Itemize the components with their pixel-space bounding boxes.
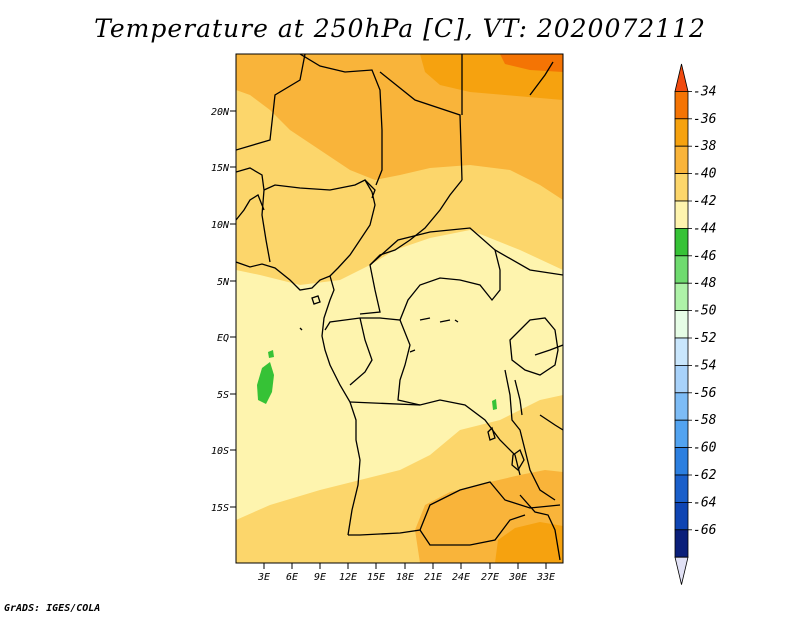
lat-label-20n: 20N	[211, 107, 230, 118]
grads-credit: GrADS: IGES/COLA	[4, 603, 101, 614]
colorbar-swatch	[674, 173, 689, 202]
lon-label-33e: 33E	[536, 572, 555, 583]
colorbar-label: -38	[693, 139, 717, 154]
lon-label-27e: 27E	[481, 572, 499, 583]
colorbar-label: -54	[693, 358, 716, 373]
colorbar-swatch	[674, 145, 689, 174]
colorbar-swatch	[674, 337, 689, 366]
colorbar-label: -60	[693, 441, 717, 456]
lat-label-15s: 15S	[211, 503, 229, 514]
colorbar-label: -44	[693, 221, 716, 236]
colorbar-swatch	[674, 392, 689, 421]
colorbar-label: -52	[693, 331, 717, 346]
colorbar-swatch	[674, 364, 689, 394]
colorbar-swatch	[674, 529, 689, 558]
lat-label-5s: 5S	[217, 390, 229, 401]
colorbar-label: -42	[693, 194, 717, 209]
colorbar-swatch	[674, 91, 689, 120]
longitude-axis	[263, 563, 547, 569]
map-title: Temperature at 250hPa [C], VT: 202007211…	[94, 14, 706, 43]
colorbar-label: -58	[693, 413, 717, 428]
colorbar-top-arrow	[674, 63, 689, 92]
colorbar-label: -66	[693, 523, 717, 538]
colorbar-label: -62	[693, 468, 717, 483]
map-frame	[235, 53, 564, 564]
colorbar-label: -36	[693, 112, 717, 127]
lon-label-6e: 6E	[286, 572, 298, 583]
colorbar-label: -46	[693, 249, 717, 264]
lon-label-9e: 9E	[314, 572, 326, 583]
colorbar-swatch	[674, 474, 689, 503]
colorbar: -34 -36 -38 -40 -42 -44 -46 -48 -50 -52 -54 -56 -58 -…	[674, 63, 717, 585]
lon-label-3e: 3E	[257, 572, 270, 583]
lat-label-10s: 10S	[211, 446, 229, 457]
colorbar-swatch	[674, 447, 689, 476]
lat-label-10n: 10N	[211, 220, 230, 231]
lon-label-30e: 30E	[508, 572, 527, 583]
colorbar-swatch	[674, 227, 689, 257]
lon-label-21e: 21E	[424, 572, 442, 583]
colorbar-swatch	[674, 419, 689, 449]
temperature-field	[236, 54, 563, 563]
colorbar-label: -56	[693, 386, 717, 401]
colorbar-label: -40	[693, 167, 717, 182]
lon-label-12e: 12E	[339, 572, 357, 583]
colorbar-label: -48	[693, 276, 717, 291]
lat-label-eq: EQ	[217, 333, 229, 344]
lat-label-15n: 15N	[211, 163, 230, 174]
lon-label-24e: 24E	[452, 572, 470, 583]
latitude-axis	[230, 110, 236, 508]
colorbar-swatch	[674, 310, 689, 339]
colorbar-swatch	[674, 501, 689, 531]
colorbar-swatch	[674, 255, 689, 284]
colorbar-swatch	[674, 118, 689, 147]
colorbar-swatch	[674, 282, 689, 312]
lon-label-18e: 18E	[396, 572, 414, 583]
colorbar-label: -64	[693, 495, 716, 510]
lat-label-5n: 5N	[217, 277, 230, 288]
colorbar-swatch	[674, 200, 689, 229]
lon-label-15e: 15E	[367, 572, 385, 583]
colorbar-label: -34	[693, 84, 716, 99]
colorbar-label: -50	[693, 304, 717, 319]
colorbar-bottom-arrow	[674, 556, 689, 585]
country-borders	[236, 54, 563, 561]
